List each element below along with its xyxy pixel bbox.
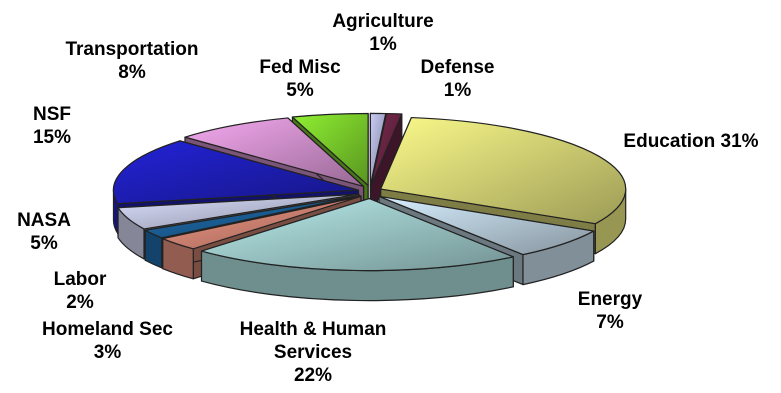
- label-homeland-name: Homeland Sec: [42, 319, 173, 340]
- label-fedmisc: Fed Misc 5%: [240, 56, 360, 102]
- label-labor: Labor 2%: [40, 268, 120, 314]
- label-nasa-pct: 5%: [30, 233, 58, 254]
- slice-health-human-services: [200, 197, 514, 302]
- label-transportation-pct: 8%: [118, 62, 146, 83]
- slice-defense: [370, 112, 403, 217]
- label-fedmisc-pct: 5%: [286, 80, 314, 101]
- label-hhs-line1: Health & Human: [239, 319, 387, 340]
- label-energy-name: Energy: [577, 289, 643, 310]
- label-defense: Defense 1%: [405, 56, 510, 102]
- label-nsf-name: NSF: [33, 104, 71, 125]
- label-hhs-line2: Services: [273, 342, 353, 363]
- label-energy-pct: 7%: [596, 312, 624, 333]
- label-agriculture-pct: 1%: [369, 34, 397, 55]
- label-fedmisc-name: Fed Misc: [259, 57, 341, 78]
- label-education: Education 31%: [605, 130, 777, 153]
- label-hhs: Health & Human Services 22%: [223, 318, 403, 387]
- label-nasa: NASA 5%: [4, 209, 84, 255]
- label-homeland-pct: 3%: [93, 342, 122, 363]
- label-hhs-pct: 22%: [293, 365, 333, 386]
- label-agriculture-name: Agriculture: [332, 11, 434, 32]
- label-defense-pct: 1%: [443, 80, 472, 101]
- label-labor-name: Labor: [53, 269, 107, 290]
- label-transportation-name: Transportation: [65, 39, 199, 60]
- label-education-text: Education 31%: [623, 131, 759, 152]
- label-nasa-name: NASA: [17, 210, 71, 231]
- label-transportation: Transportation 8%: [52, 38, 212, 84]
- label-defense-name: Defense: [420, 57, 495, 78]
- label-homeland: Homeland Sec 3%: [25, 318, 190, 364]
- label-nsf-pct: 15%: [32, 127, 72, 148]
- label-agriculture: Agriculture 1%: [318, 10, 448, 56]
- label-energy: Energy 7%: [560, 288, 660, 334]
- label-labor-pct: 2%: [66, 292, 94, 313]
- label-nsf: NSF 15%: [12, 103, 92, 149]
